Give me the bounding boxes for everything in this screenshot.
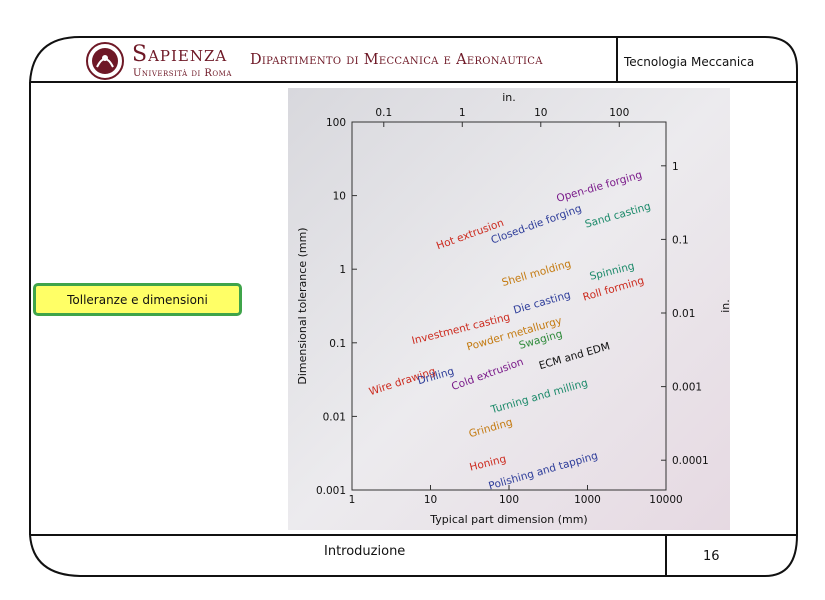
tolerance-chart: 1 10 100 1000 10000 0.001 0.01 0.1 1 10 100 0.1 1 1…	[288, 88, 730, 530]
x-tick-label: 10	[424, 494, 437, 506]
x-axis-label: Typical part dimension (mm)	[429, 513, 587, 526]
x-tick-label: 1	[349, 494, 356, 506]
top-tick-label: 100	[609, 107, 629, 119]
top-tick-label: 10	[534, 107, 547, 119]
frame-top-border	[80, 36, 798, 535]
right-tick-label: 0.0001	[672, 455, 709, 467]
x-tick-label: 10000	[649, 494, 682, 506]
page-number: 16	[703, 549, 720, 564]
y-tick-label: 100	[326, 117, 346, 129]
topic-label-box: Tolleranze e dimensioni	[33, 283, 242, 316]
y-tick-label: 0.01	[323, 411, 346, 423]
right-tick-label: 0.001	[672, 382, 702, 394]
top-tick-label: 0.1	[375, 107, 392, 119]
frame-top-left-curve	[29, 36, 81, 83]
right-tick-label: 0.1	[672, 234, 689, 246]
topic-label: Tolleranze e dimensioni	[67, 292, 208, 307]
university-seal-icon	[85, 40, 125, 82]
y-axis-label: Dimensional tolerance (mm)	[296, 227, 309, 384]
brand-name: Sapienza	[132, 42, 228, 67]
course-title: Tecnologia Meccanica	[624, 55, 755, 69]
y-tick-label: 0.1	[329, 338, 346, 350]
chart-background	[288, 88, 730, 530]
x-tick-label: 1000	[574, 494, 601, 506]
footer-section-label: Introduzione	[324, 544, 406, 559]
frame-bottom-right-curve	[764, 534, 798, 577]
department-title: Dipartimento di Meccanica e Aeronautica	[250, 52, 543, 68]
top-axis-label: in.	[502, 91, 516, 104]
y-tick-label: 1	[339, 264, 346, 276]
x-tick-label: 100	[499, 494, 519, 506]
y-tick-label: 10	[333, 191, 346, 203]
top-tick-label: 1	[459, 107, 466, 119]
brand-subtitle: Università di Roma	[133, 68, 232, 79]
y-tick-label: 0.001	[316, 485, 346, 497]
right-tick-label: 0.01	[672, 308, 695, 320]
right-axis-label: in.	[719, 299, 730, 313]
right-tick-label: 1	[672, 161, 679, 173]
frame-bottom-border	[29, 534, 765, 577]
